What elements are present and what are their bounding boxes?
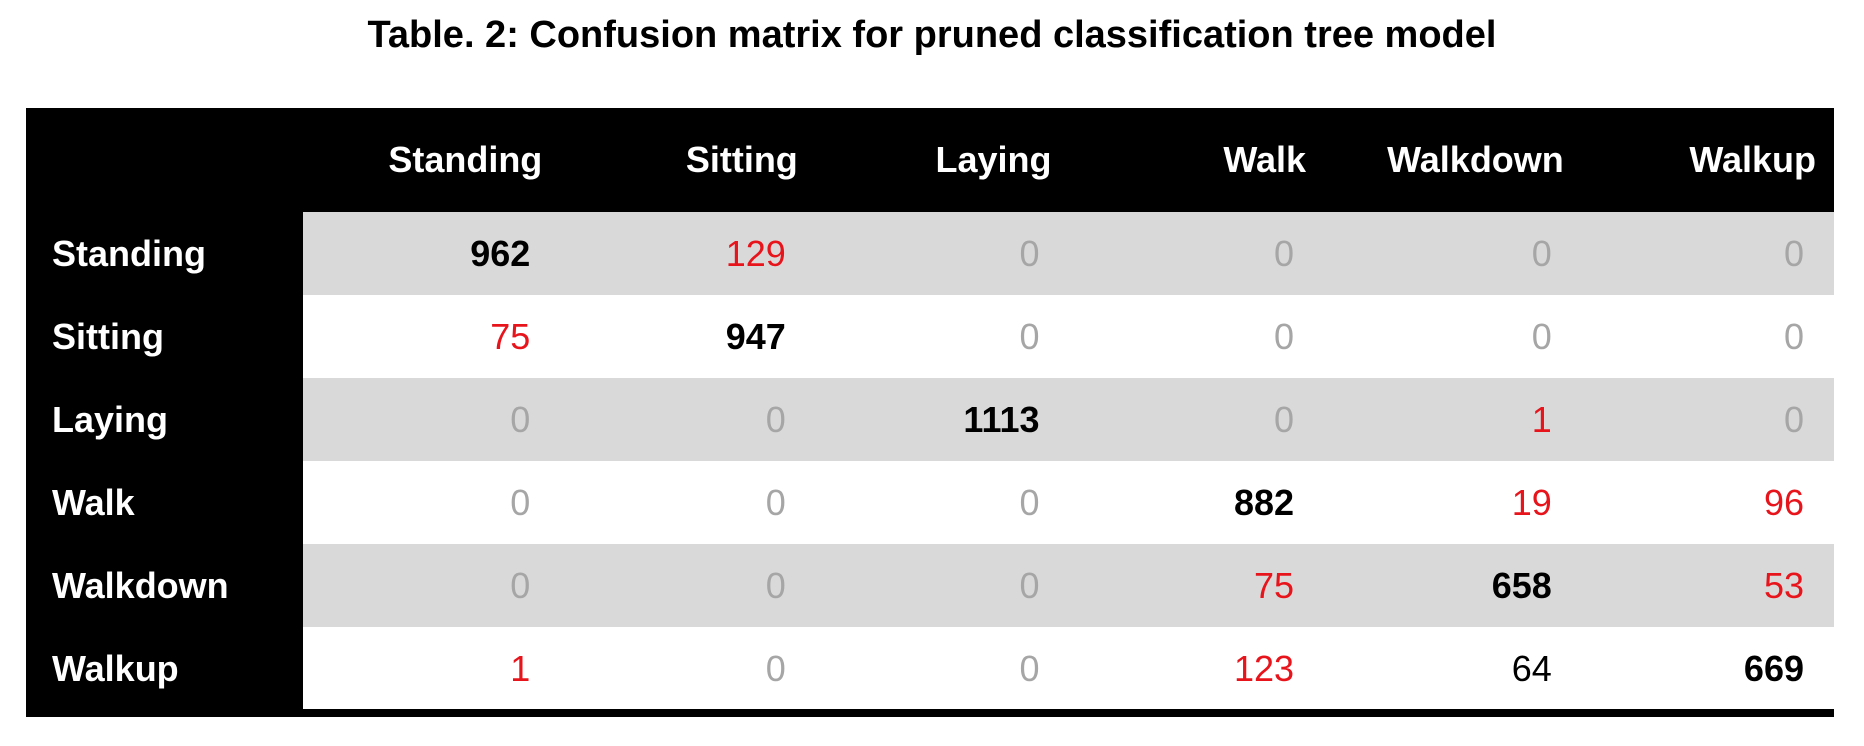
- table-bottom-border: [26, 709, 1834, 717]
- row-header-laying: Laying: [26, 378, 304, 461]
- matrix-cell: 0: [303, 544, 561, 627]
- table-row: Walkdown 0 0 0 75 658 53: [26, 544, 1834, 627]
- matrix-cell: 0: [1581, 212, 1834, 295]
- matrix-cell: 947: [560, 295, 816, 378]
- confusion-matrix-table: Standing Sitting Laying Walk Walkdown Wa…: [26, 108, 1834, 717]
- matrix-cell: 0: [1324, 212, 1582, 295]
- column-header-walkup: Walkup: [1689, 139, 1816, 180]
- table-title: Table. 2: Confusion matrix for pruned cl…: [367, 14, 1497, 56]
- matrix-cell: 19: [1324, 461, 1582, 544]
- row-header-sitting: Sitting: [26, 295, 304, 378]
- matrix-cell: 962: [303, 212, 561, 295]
- table-row: Walkup 1 0 0 123 64 669: [26, 627, 1834, 710]
- column-header-sitting: Sitting: [685, 139, 798, 180]
- matrix-cell: 0: [815, 544, 1070, 627]
- matrix-cell: 0: [303, 378, 561, 461]
- matrix-cell: 0: [303, 461, 561, 544]
- matrix-cell: 75: [1069, 544, 1325, 627]
- matrix-body: Standing 962 129 0 0 0 0 Sitting 75 947 0 0 0 0 Laying…: [26, 212, 1834, 710]
- matrix-cell: 0: [815, 295, 1070, 378]
- column-header-walk: Walk: [1223, 139, 1307, 180]
- matrix-cell: 669: [1581, 627, 1834, 710]
- matrix-cell: 0: [815, 212, 1070, 295]
- column-header-standing: Standing: [388, 139, 543, 180]
- matrix-cell: 64: [1324, 627, 1582, 710]
- matrix-cell: 882: [1069, 461, 1325, 544]
- row-header-walkup: Walkup: [26, 627, 304, 710]
- row-header-walk: Walk: [26, 461, 304, 544]
- column-header-laying: Laying: [935, 139, 1052, 180]
- matrix-cell: 658: [1324, 544, 1582, 627]
- matrix-cell: 0: [1324, 295, 1582, 378]
- matrix-cell: 0: [560, 627, 816, 710]
- matrix-grid: Standing Sitting Laying Walk Walkdown Wa…: [26, 108, 1834, 710]
- matrix-cell: 0: [560, 378, 816, 461]
- table-row: Laying 0 0 1113 0 1 0: [26, 378, 1834, 461]
- matrix-cell: 123: [1069, 627, 1325, 710]
- matrix-cell: 96: [1581, 461, 1834, 544]
- matrix-cell: 75: [303, 295, 561, 378]
- matrix-cell: 0: [1069, 378, 1325, 461]
- matrix-cell: 0: [815, 627, 1070, 710]
- matrix-cell: 0: [1581, 295, 1834, 378]
- table-row: Sitting 75 947 0 0 0 0: [26, 295, 1834, 378]
- matrix-cell: 1113: [815, 378, 1070, 461]
- row-header-walkdown: Walkdown: [26, 544, 304, 627]
- matrix-cell: 1: [303, 627, 561, 710]
- matrix-cell: 0: [560, 461, 816, 544]
- row-header-standing: Standing: [26, 212, 304, 295]
- matrix-cell: 0: [1581, 378, 1834, 461]
- table-row: Walk 0 0 0 882 19 96: [26, 461, 1834, 544]
- corner-cell: [26, 108, 304, 212]
- column-header-walkdown: Walkdown: [1387, 139, 1564, 180]
- matrix-cell: 0: [560, 544, 816, 627]
- matrix-cell: 0: [1069, 212, 1325, 295]
- header-row: Standing Sitting Laying Walk Walkdown Wa…: [26, 108, 1834, 212]
- matrix-cell: 53: [1581, 544, 1834, 627]
- matrix-cell: 129: [560, 212, 816, 295]
- matrix-cell: 1: [1324, 378, 1582, 461]
- matrix-cell: 0: [815, 461, 1070, 544]
- table-row: Standing 962 129 0 0 0 0: [26, 212, 1834, 295]
- matrix-cell: 0: [1069, 295, 1325, 378]
